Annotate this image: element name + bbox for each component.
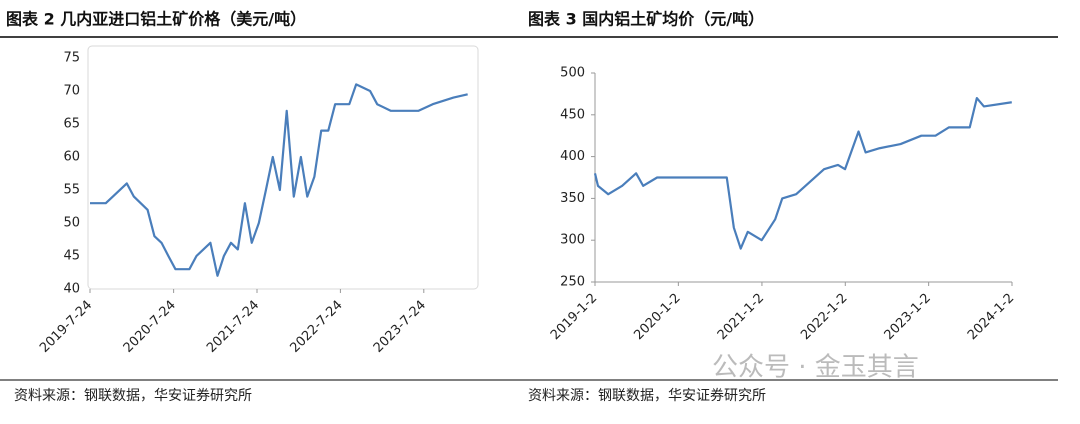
source: 资料来源：钢联数据，华安证券研究所 xyxy=(528,388,766,404)
plot-frame xyxy=(87,45,479,290)
y-tick-label: 350 xyxy=(560,191,585,206)
x-tick-label: 2022-1-2 xyxy=(798,291,850,343)
y-tick-label: 75 xyxy=(63,51,80,66)
x-tick-label: 2020-7-24 xyxy=(121,298,179,356)
x-tick-label: 2024-1-2 xyxy=(965,291,1017,343)
watermark: 公众号 · 金玉其言 xyxy=(712,353,919,383)
x-tick-label: 2022-7-24 xyxy=(288,298,346,356)
x-tick-label: 2023-1-2 xyxy=(882,291,934,343)
y-tick-label: 55 xyxy=(63,183,80,198)
y-tick-label: 65 xyxy=(63,117,80,132)
y-tick-label: 400 xyxy=(560,149,585,164)
y-tick-label: 450 xyxy=(560,107,585,122)
source: 资料来源：钢联数据，华安证券研究所 xyxy=(14,388,252,404)
y-tick-label: 250 xyxy=(560,275,585,290)
x-tick-label: 2019-7-24 xyxy=(37,298,95,356)
x-tick-label: 2019-1-2 xyxy=(548,291,600,343)
y-tick-label: 300 xyxy=(560,233,585,248)
chart-title: 图表 3 国内铝土矿均价（元/吨） xyxy=(528,10,764,29)
y-tick-label: 45 xyxy=(63,249,80,264)
y-tick-label: 70 xyxy=(63,84,80,99)
data-line xyxy=(90,83,468,277)
chart-title: 图表 2 几内亚进口铝土矿价格（美元/吨） xyxy=(6,10,306,29)
data-line xyxy=(593,96,1012,250)
y-tick-label: 60 xyxy=(63,150,80,165)
y-tick-label: 40 xyxy=(63,282,80,297)
x-tick-label: 2020-1-2 xyxy=(631,291,683,343)
y-tick-label: 500 xyxy=(560,66,585,81)
x-tick-label: 2021-1-2 xyxy=(715,291,767,343)
x-tick-label: 2023-7-24 xyxy=(371,298,429,356)
x-tick-label: 2021-7-24 xyxy=(204,298,262,356)
y-tick-label: 50 xyxy=(63,216,80,231)
